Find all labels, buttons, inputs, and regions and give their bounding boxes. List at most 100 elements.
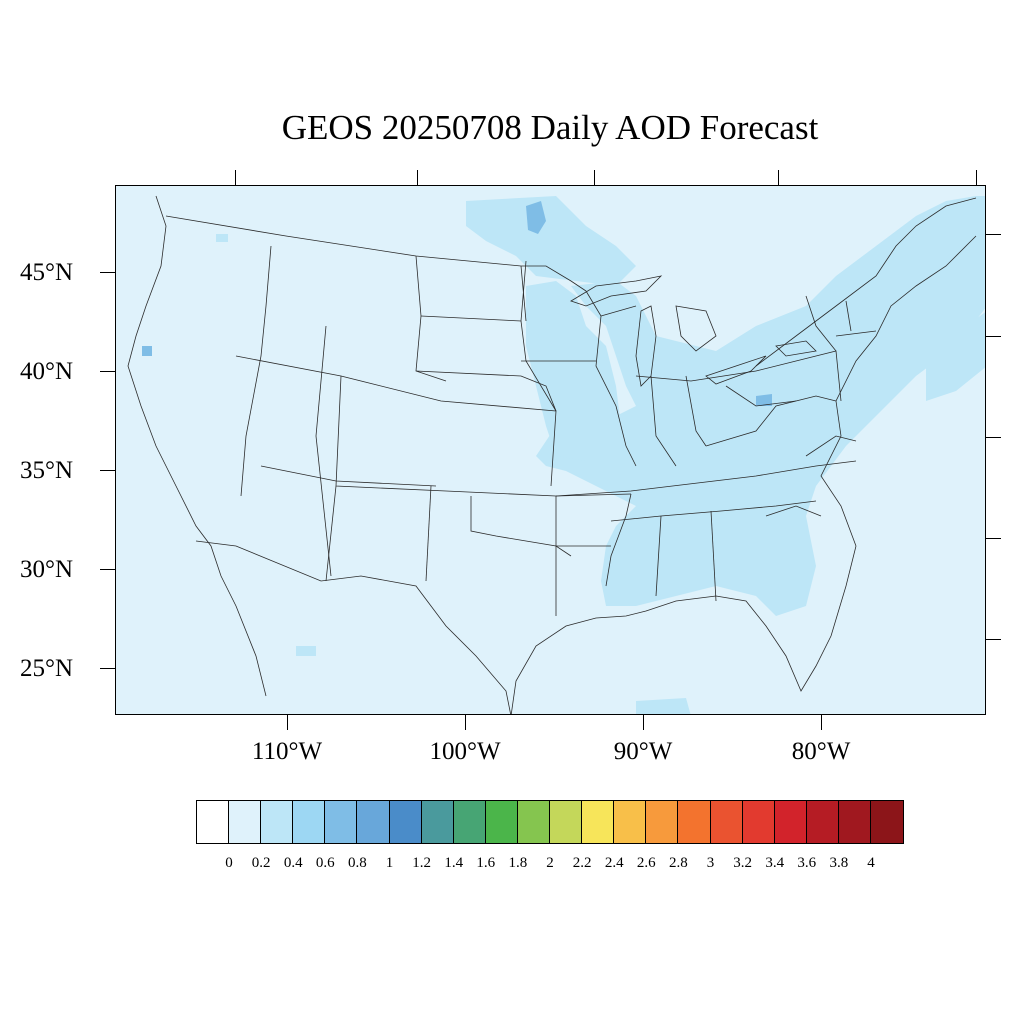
great-lakes bbox=[570, 275, 817, 387]
colorbar-label: 3.4 bbox=[765, 855, 785, 871]
right-tick bbox=[986, 437, 1001, 438]
colorbar-swatch bbox=[806, 801, 839, 843]
state-line bbox=[585, 290, 637, 467]
state-line bbox=[705, 395, 837, 447]
state-line bbox=[240, 245, 272, 497]
colorbar-swatch bbox=[389, 801, 422, 843]
aod-west-spot bbox=[216, 234, 228, 242]
state-line bbox=[685, 375, 707, 447]
aod-north-plume bbox=[466, 196, 636, 286]
state-line bbox=[260, 465, 437, 487]
bottom-tick bbox=[287, 715, 288, 730]
colorbar-swatch bbox=[774, 801, 807, 843]
colorbar-swatch bbox=[197, 801, 230, 843]
aod-gulf-spot bbox=[636, 698, 691, 714]
lake-huron bbox=[675, 305, 717, 352]
colorbar-swatch bbox=[325, 801, 358, 843]
lake-michigan bbox=[635, 305, 657, 387]
state-line bbox=[470, 496, 572, 557]
state-line bbox=[325, 485, 337, 582]
colorbar-swatch bbox=[550, 801, 583, 843]
lat-label-40n: 40°N bbox=[20, 358, 74, 385]
colorbar-label: 0 bbox=[225, 855, 233, 871]
aod-atlantic-plume bbox=[926, 312, 985, 401]
pacific-coast bbox=[127, 195, 267, 697]
state-line bbox=[765, 505, 822, 517]
lon-label-100w: 100°W bbox=[429, 738, 501, 765]
state-line bbox=[335, 375, 632, 497]
colorbar-swatch bbox=[742, 801, 775, 843]
state-line bbox=[415, 370, 557, 487]
colorbar-label: 3.2 bbox=[733, 855, 752, 871]
colorbar-swatch bbox=[614, 801, 647, 843]
top-tick bbox=[594, 170, 595, 185]
colorbar-label: 1.2 bbox=[412, 855, 431, 871]
colorbar-swatch bbox=[838, 801, 871, 843]
top-tick bbox=[235, 170, 236, 185]
state-line bbox=[635, 370, 757, 382]
lake-superior bbox=[570, 275, 663, 307]
bottom-tick bbox=[643, 715, 644, 730]
aod-peak-west bbox=[142, 346, 152, 356]
lon-label-90w: 90°W bbox=[613, 738, 673, 765]
state-line bbox=[235, 355, 557, 412]
right-tick bbox=[986, 538, 1001, 539]
bottom-tick bbox=[821, 715, 822, 730]
lat-label-30n: 30°N bbox=[20, 556, 74, 583]
colorbar-swatch bbox=[582, 801, 615, 843]
left-tick bbox=[100, 371, 115, 372]
state-line bbox=[655, 515, 662, 597]
colorbar-label: 2.8 bbox=[669, 855, 688, 871]
lake-erie bbox=[705, 355, 767, 385]
state-line bbox=[315, 325, 332, 577]
colorbar-label: 1.4 bbox=[444, 855, 464, 871]
right-tick bbox=[986, 234, 1001, 235]
state-line bbox=[650, 375, 677, 467]
colorbar-swatch bbox=[421, 801, 454, 843]
colorbar-label: 0.8 bbox=[348, 855, 367, 871]
colorbar-swatch bbox=[453, 801, 486, 843]
colorbar-label: 1.8 bbox=[508, 855, 528, 871]
lake-ontario bbox=[775, 340, 817, 357]
colorbar-label: 2.6 bbox=[636, 855, 656, 871]
colorbar-swatch bbox=[870, 801, 904, 843]
right-tick bbox=[986, 336, 1001, 337]
state-line bbox=[520, 265, 527, 322]
state-line bbox=[845, 300, 852, 332]
colorbar-label: 3 bbox=[706, 855, 715, 871]
colorbar-swatch bbox=[710, 801, 743, 843]
state-line bbox=[610, 500, 817, 522]
lat-label-25n: 25°N bbox=[20, 655, 74, 682]
top-tick bbox=[778, 170, 779, 185]
top-tick bbox=[976, 170, 977, 185]
state-line bbox=[605, 493, 632, 587]
left-tick bbox=[100, 470, 115, 471]
colorbar-label: 3.8 bbox=[829, 855, 849, 871]
atlantic-coast bbox=[820, 235, 977, 547]
colorbar-label: 2.2 bbox=[572, 855, 592, 871]
left-tick bbox=[100, 668, 115, 669]
top-tick bbox=[417, 170, 418, 185]
aod-field bbox=[142, 196, 985, 714]
map-canvas bbox=[127, 195, 985, 714]
aod-peak-ohio bbox=[756, 394, 772, 406]
colorbar-label: 2.4 bbox=[604, 855, 624, 871]
right-tick bbox=[986, 639, 1001, 640]
mexico-border bbox=[195, 540, 512, 714]
colorbar-label: 3.6 bbox=[797, 855, 817, 871]
colorbar bbox=[196, 800, 905, 844]
lon-label-80w: 80°W bbox=[791, 738, 851, 765]
bottom-tick bbox=[465, 715, 466, 730]
colorbar-label: 0.6 bbox=[315, 855, 335, 871]
colorbar-swatch bbox=[229, 801, 262, 843]
colorbar-swatch bbox=[485, 801, 518, 843]
state-line bbox=[420, 260, 527, 322]
lat-label-35n: 35°N bbox=[20, 457, 74, 484]
colorbar-swatch bbox=[261, 801, 294, 843]
colorbar-label: 2 bbox=[546, 855, 554, 871]
colorbar-label: 0.2 bbox=[251, 855, 271, 871]
aod-mexico-spot bbox=[296, 646, 316, 656]
state-line bbox=[555, 460, 857, 497]
colorbar-labels: 0 0.2 0.4 0.6 0.8 1 1.2 1.4 1.6 1.8 2 2.2 2.4 2.6 2.8 3… bbox=[0, 855, 1024, 875]
state-line bbox=[725, 385, 797, 407]
